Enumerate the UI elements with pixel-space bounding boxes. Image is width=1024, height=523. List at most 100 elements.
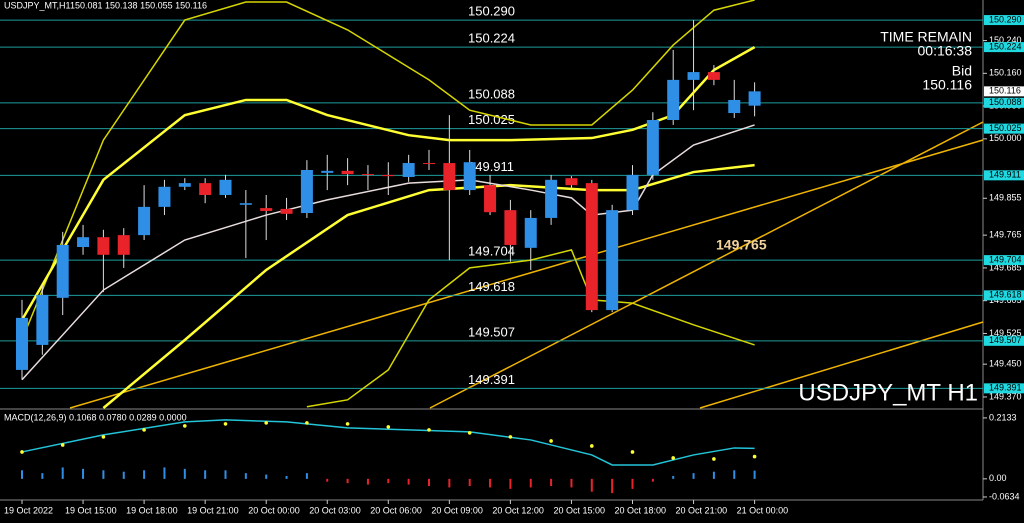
histogram-bar: [489, 478, 492, 488]
bid-value: 150.116: [922, 77, 972, 93]
indicator-line: [20, 46, 756, 321]
timer-label: TIME REMAIN: [880, 29, 972, 45]
bid-axis-box: [984, 86, 1024, 97]
histogram-bar: [163, 467, 166, 479]
y-tick-label: 149.685: [989, 262, 1022, 272]
histogram-bar: [285, 476, 288, 479]
histogram-bar: [122, 471, 125, 479]
signal-dot: [630, 450, 635, 454]
candle-body: [239, 203, 252, 205]
level-label: 149.507: [468, 324, 515, 339]
candle-body: [361, 174, 374, 176]
signal-dot: [467, 431, 472, 435]
indicator-line: [21, 124, 755, 381]
candle-body: [585, 183, 598, 311]
x-tick-label: 19 Oct 18:00: [126, 505, 178, 515]
histogram-bar: [143, 470, 146, 479]
level-axis-label: 149.391: [989, 383, 1022, 393]
level-axis-box: [984, 383, 1024, 394]
candle-body: [280, 208, 293, 214]
candle-body: [524, 217, 537, 248]
histogram-bar: [428, 478, 430, 486]
histogram-bar: [692, 473, 695, 479]
histogram-bar: [570, 478, 573, 488]
x-tick-label: 21 Oct 00:00: [737, 505, 789, 515]
signal-dot: [712, 457, 716, 461]
signal-dot: [183, 424, 187, 428]
histogram-bar: [265, 474, 268, 479]
signal-dot: [60, 443, 65, 447]
x-tick-label: 20 Oct 21:00: [676, 505, 728, 515]
histogram-bar: [346, 478, 349, 484]
candle-body: [667, 79, 680, 121]
histogram-bar: [366, 478, 369, 485]
y-tick-label: 149.525: [989, 328, 1022, 338]
candle-body: [626, 174, 639, 211]
candle-body: [260, 208, 273, 211]
candle-body: [423, 163, 435, 165]
candle-body: [219, 179, 232, 195]
timer: 00:16:38: [918, 43, 973, 59]
candle-body: [158, 186, 171, 207]
y-tick-label: 150.240: [989, 35, 1022, 45]
candle-body: [687, 72, 700, 80]
level-label: 149.618: [468, 279, 515, 294]
candle-body: [321, 170, 334, 173]
histogram-bar: [61, 467, 64, 479]
symbol-title: USDJPY_MT,H1: [4, 0, 71, 10]
x-tick-label: 20 Oct 15:00: [553, 505, 605, 515]
candle-body: [545, 179, 558, 218]
candle-body: [382, 174, 395, 177]
candle-body: [178, 183, 191, 187]
histogram-bar: [712, 471, 715, 479]
x-tick-label: 19 Oct 21:00: [187, 505, 239, 515]
candle-body: [707, 72, 720, 80]
histogram-bar: [550, 478, 553, 486]
trendline: [699, 321, 984, 409]
candle-body: [117, 235, 130, 255]
level-axis-box: [984, 15, 1024, 26]
x-tick-label: 20 Oct 03:00: [309, 505, 361, 515]
y-tick-label: -0.0634: [989, 491, 1020, 501]
x-tick-label: 20 Oct 12:00: [492, 505, 544, 515]
candle-body: [443, 163, 456, 191]
candle-body: [463, 162, 476, 191]
histogram-bar: [326, 478, 329, 482]
macd-title: MACD(12,26,9) 0.1068 0.0780 0.0289 0.000…: [4, 412, 187, 422]
signal-dot: [264, 421, 269, 425]
level-axis-label: 150.224: [989, 41, 1022, 51]
level-axis-label: 150.025: [989, 123, 1022, 133]
histogram-bar: [305, 473, 308, 479]
histogram-bar: [204, 470, 207, 479]
level-label: 149.911: [468, 159, 514, 174]
level-axis-box: [984, 123, 1024, 134]
level-axis-box: [984, 290, 1024, 301]
level-axis-label: 150.088: [989, 97, 1022, 107]
candle-body: [56, 244, 69, 298]
macd-panel: 0.2133 0.00 -0.0634: [20, 412, 1020, 501]
candle-body: [77, 237, 90, 248]
histogram-bar: [102, 470, 105, 479]
level-axis-box: [984, 255, 1024, 266]
level-axis-box: [984, 335, 1024, 346]
trendline: [69, 139, 984, 409]
candle-body: [606, 210, 619, 311]
ohlc-header: 150.081 150.138 150.055 150.116: [70, 0, 207, 10]
histogram-bar: [529, 478, 532, 488]
y-tick-label: 149.450: [989, 359, 1022, 369]
signal-dot: [427, 428, 431, 432]
level-label: 150.088: [468, 86, 515, 101]
candle-body: [748, 91, 761, 106]
candle-body: [484, 185, 497, 213]
candle-body: [36, 294, 49, 345]
candle-body: [728, 99, 741, 114]
signal-dot: [590, 444, 594, 448]
x-tick-label: 19 Oct 2022: [4, 505, 53, 515]
signal-dot: [101, 435, 106, 439]
y-tick-label: 150.000: [989, 133, 1022, 143]
signal-dot: [305, 421, 309, 425]
x-tick-label: 20 Oct 00:00: [248, 505, 300, 515]
level-axis-box: [984, 97, 1024, 108]
indicator-line: [21, 0, 755, 341]
trendline: [429, 121, 984, 409]
